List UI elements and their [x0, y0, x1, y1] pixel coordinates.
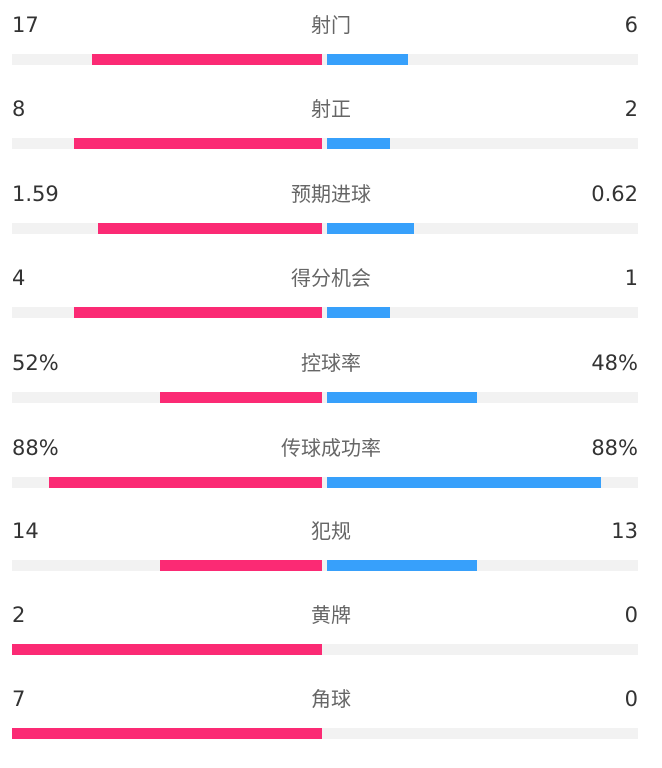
- away-value: 6: [624, 13, 638, 37]
- home-bar: [92, 54, 322, 65]
- away-value: 2: [624, 97, 638, 121]
- stat-row: 8 射正 2: [0, 94, 662, 178]
- home-value: 17: [12, 13, 39, 37]
- stat-row: 52% 控球率 48%: [0, 348, 662, 432]
- stat-label: 预期进球: [291, 182, 371, 206]
- bar-track: [12, 644, 638, 655]
- away-value: 13: [611, 519, 638, 543]
- home-bar: [74, 138, 322, 149]
- bar-track: [12, 54, 638, 65]
- stat-label: 黄牌: [311, 603, 351, 627]
- home-bar: [160, 392, 322, 403]
- home-bar: [160, 560, 322, 571]
- home-value: 8: [12, 97, 26, 121]
- bar-track: [12, 138, 638, 149]
- stat-label: 传球成功率: [281, 436, 381, 460]
- bar-track: [12, 560, 638, 571]
- stat-label: 得分机会: [291, 266, 371, 290]
- home-bar: [12, 644, 322, 655]
- away-bar: [327, 54, 408, 65]
- home-bar: [49, 477, 322, 488]
- home-value: 2: [12, 603, 26, 627]
- away-bar: [327, 307, 390, 318]
- home-bar: [12, 728, 322, 739]
- home-value: 1.59: [12, 182, 59, 206]
- away-value: 0.62: [591, 182, 638, 206]
- home-value: 14: [12, 519, 39, 543]
- stat-row: 7 角球 0: [0, 684, 662, 768]
- away-value: 0: [624, 603, 638, 627]
- away-bar: [327, 392, 477, 403]
- stat-row: 14 犯规 13: [0, 516, 662, 600]
- bar-track: [12, 477, 638, 488]
- home-value: 7: [12, 687, 26, 711]
- stat-label: 射正: [311, 97, 351, 121]
- bar-track: [12, 728, 638, 739]
- stat-row: 2 黄牌 0: [0, 600, 662, 684]
- away-value: 88%: [591, 436, 638, 460]
- bar-track: [12, 223, 638, 234]
- home-value: 4: [12, 266, 26, 290]
- home-value: 52%: [12, 351, 59, 375]
- home-bar: [74, 307, 322, 318]
- away-bar: [327, 138, 390, 149]
- bar-track: [12, 307, 638, 318]
- stat-row: 4 得分机会 1: [0, 263, 662, 347]
- stat-label: 射门: [311, 13, 351, 37]
- home-bar: [98, 223, 322, 234]
- bar-track: [12, 392, 638, 403]
- stat-row: 88% 传球成功率 88%: [0, 433, 662, 517]
- away-bar: [327, 223, 414, 234]
- stat-label: 控球率: [301, 351, 361, 375]
- home-value: 88%: [12, 436, 59, 460]
- away-bar: [327, 477, 601, 488]
- away-bar: [327, 560, 477, 571]
- stat-label: 角球: [311, 687, 351, 711]
- stat-label: 犯规: [311, 519, 351, 543]
- away-value: 1: [624, 266, 638, 290]
- stat-row: 17 射门 6: [0, 10, 662, 94]
- away-value: 0: [624, 687, 638, 711]
- stat-row: 1.59 预期进球 0.62: [0, 179, 662, 263]
- away-value: 48%: [591, 351, 638, 375]
